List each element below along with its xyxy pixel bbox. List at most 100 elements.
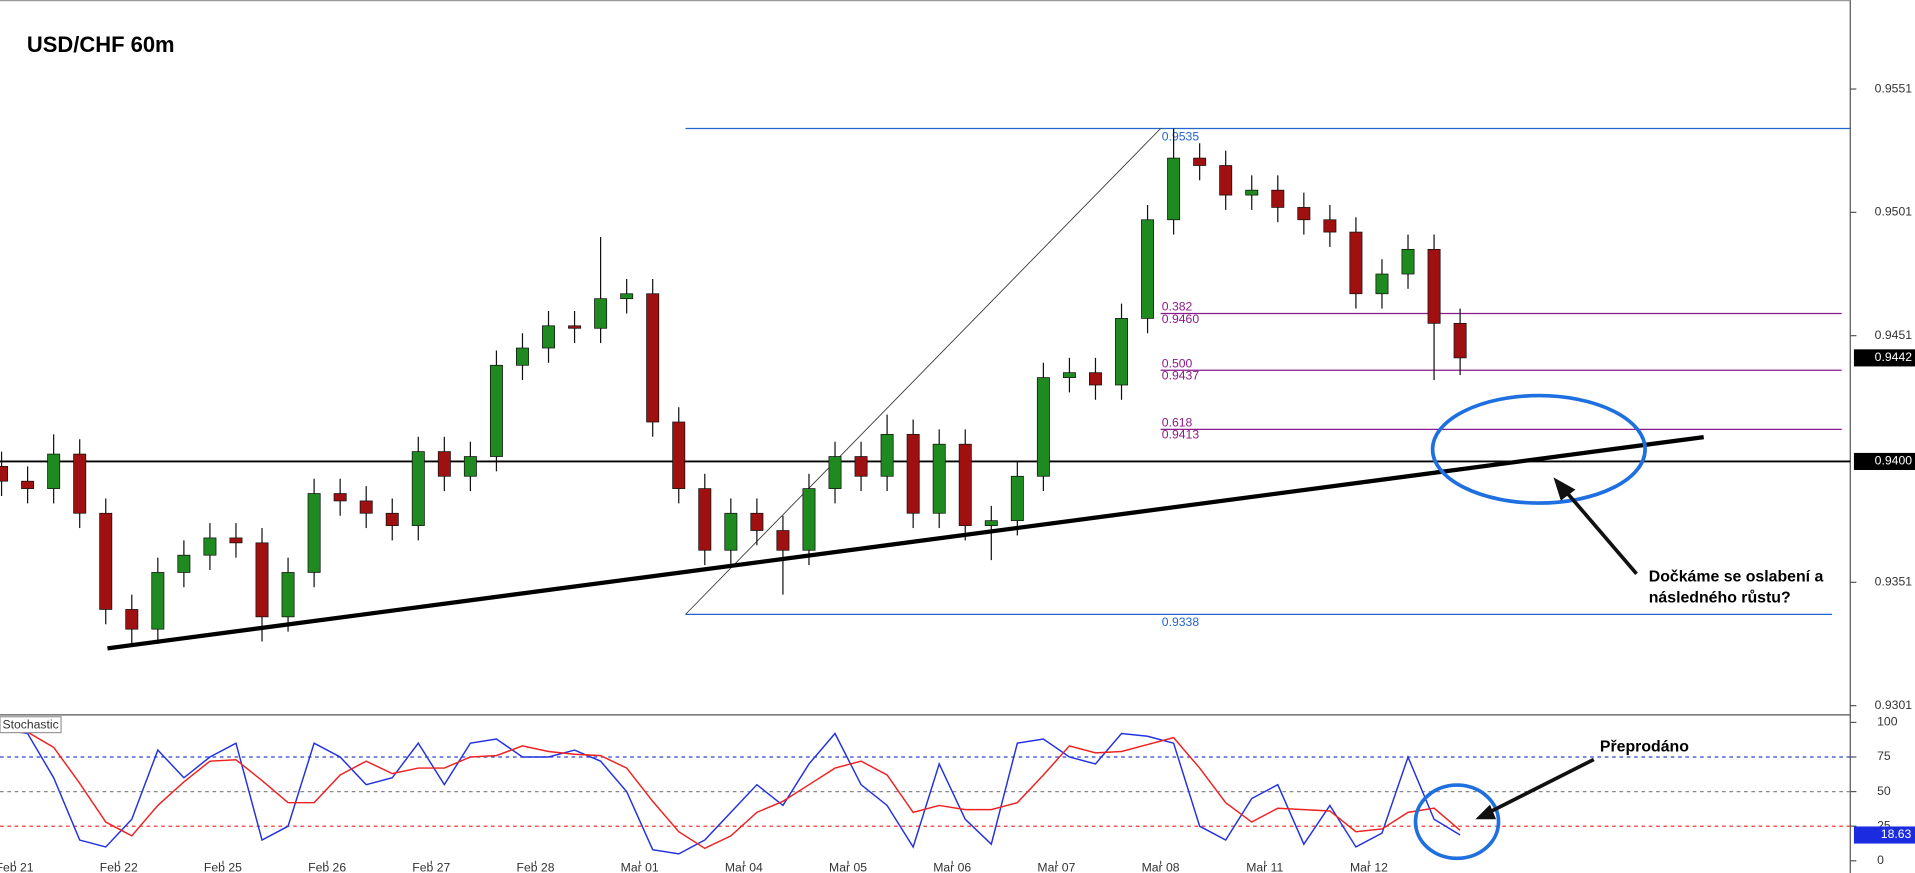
candle-body bbox=[1245, 189, 1259, 196]
x-tick-label: Mar 07 bbox=[1037, 860, 1075, 873]
highlight-ellipse bbox=[1430, 393, 1647, 505]
candle-body bbox=[1193, 157, 1207, 166]
annotation: následného růstu? bbox=[1649, 588, 1791, 606]
price-label-bg bbox=[1853, 349, 1915, 367]
candle-body bbox=[594, 298, 608, 329]
candle-body bbox=[1167, 157, 1181, 221]
x-tick-label: Mar 01 bbox=[621, 860, 659, 873]
y-tick-label: 0.9551 bbox=[1875, 81, 1913, 95]
indicator-label: Stochastic bbox=[2, 717, 58, 731]
fib-ratio: 0.618 bbox=[1162, 416, 1193, 430]
fib-price: 0.9437 bbox=[1162, 369, 1200, 383]
stochastic-line bbox=[1, 728, 1461, 855]
arrow-head bbox=[1553, 477, 1576, 501]
stochastic-line bbox=[1, 731, 1461, 850]
candle-body bbox=[984, 520, 998, 526]
y-tick-label: 0.9451 bbox=[1875, 328, 1913, 342]
annotation: Přeprodáno bbox=[1600, 738, 1689, 755]
candle-body bbox=[307, 493, 321, 573]
candle-body bbox=[906, 433, 920, 514]
candle-body bbox=[73, 453, 87, 514]
candle-body bbox=[1115, 318, 1128, 386]
y-tick-label: 0 bbox=[1877, 853, 1884, 867]
price-label-bg bbox=[1853, 452, 1915, 471]
price-label: 0.9400 bbox=[1875, 454, 1913, 468]
y-tick-label: 0.9501 bbox=[1875, 205, 1913, 219]
candle-body bbox=[333, 493, 347, 502]
candle-body bbox=[932, 443, 946, 514]
candle-body bbox=[1219, 165, 1233, 196]
candle-body bbox=[776, 530, 790, 551]
x-tick-label: Mar 11 bbox=[1246, 860, 1283, 873]
candle-body bbox=[1401, 248, 1415, 275]
current-price: 0.9442 bbox=[1875, 350, 1913, 364]
candle-body bbox=[359, 500, 373, 514]
x-tick-label: Mar 12 bbox=[1350, 860, 1388, 873]
candle-body bbox=[229, 537, 243, 544]
candle-body bbox=[646, 293, 660, 423]
x-tick-label: Feb 25 bbox=[204, 860, 242, 873]
x-tick-label: Feb 27 bbox=[412, 860, 450, 873]
candle-body bbox=[854, 456, 868, 477]
candle-body bbox=[515, 347, 529, 366]
candle-body bbox=[47, 453, 61, 489]
indicator-label-box bbox=[0, 716, 62, 734]
y-tick-label: 0.9301 bbox=[1875, 698, 1913, 712]
candle-body bbox=[99, 512, 113, 610]
y-tick-label: 0.9351 bbox=[1875, 575, 1913, 589]
candle-body bbox=[125, 609, 139, 630]
candle-body bbox=[958, 443, 972, 526]
candle-body bbox=[1271, 189, 1285, 208]
x-tick-label: Mar 06 bbox=[933, 860, 971, 873]
candle-body bbox=[1062, 372, 1076, 378]
x-tick-label: Feb 21 bbox=[0, 860, 34, 873]
fib-ratio: 0.382 bbox=[1162, 300, 1193, 314]
trendline bbox=[107, 434, 1704, 651]
candle-body bbox=[489, 364, 503, 457]
candle-body bbox=[672, 421, 686, 489]
candle-body bbox=[0, 466, 9, 482]
x-tick-label: Mar 08 bbox=[1142, 860, 1180, 873]
candle-body bbox=[151, 572, 165, 630]
candle-body bbox=[463, 456, 477, 477]
candle-body bbox=[1375, 273, 1389, 295]
fib-price: 0.9460 bbox=[1162, 312, 1200, 326]
current-value: 18.63 bbox=[1881, 827, 1912, 841]
x-tick-label: Feb 22 bbox=[100, 860, 138, 873]
value-label-bg bbox=[1853, 826, 1915, 844]
fib-ratio: 0.500 bbox=[1162, 356, 1193, 370]
candle-body bbox=[1323, 219, 1337, 233]
arrow-head bbox=[1475, 804, 1497, 820]
candle-body bbox=[1453, 322, 1467, 359]
y-tick-label: 100 bbox=[1877, 715, 1898, 729]
x-tick-label: Feb 28 bbox=[516, 860, 554, 873]
annotation: Dočkáme se oslabení a bbox=[1649, 569, 1824, 586]
candle-body bbox=[880, 433, 894, 477]
candle-body bbox=[21, 480, 35, 489]
highlight-ellipse bbox=[1413, 783, 1501, 861]
candle-body bbox=[750, 512, 764, 531]
fib-label: 0.9338 bbox=[1162, 615, 1200, 629]
plot: 0.9301 0.9351 0.9451 0.9501 0.9551 0.9400 0.95… bbox=[0, 81, 1915, 873]
candle-body bbox=[1427, 248, 1441, 324]
candle-body bbox=[1010, 475, 1024, 522]
arrow bbox=[1561, 487, 1638, 576]
x-tick-label: Mar 04 bbox=[725, 860, 763, 873]
candle-body bbox=[620, 293, 634, 300]
fib-label: 0.9535 bbox=[1162, 129, 1200, 143]
candle-body bbox=[1089, 372, 1102, 386]
x-tick-label: Mar 05 bbox=[829, 860, 867, 873]
fib-price: 0.9413 bbox=[1162, 428, 1200, 442]
y-tick-label: 75 bbox=[1877, 749, 1891, 763]
fib-diagonal bbox=[685, 128, 1161, 615]
candle-body bbox=[1297, 207, 1311, 221]
candle-body bbox=[255, 542, 269, 618]
candle-body bbox=[1349, 231, 1363, 295]
y-tick-label: 50 bbox=[1877, 784, 1891, 798]
candle-body bbox=[698, 488, 712, 551]
candle-body bbox=[802, 488, 816, 551]
arrow bbox=[1486, 757, 1595, 815]
